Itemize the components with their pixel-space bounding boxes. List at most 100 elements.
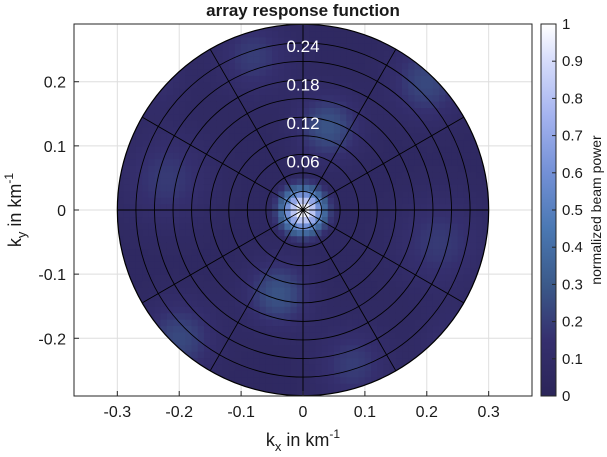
heatmap-cell: [160, 94, 168, 102]
heatmap-cell: [327, 248, 335, 256]
heatmap-cell: [426, 184, 434, 192]
heatmap-cell: [123, 184, 131, 192]
heatmap-cell: [315, 133, 323, 141]
heatmap-cell: [173, 81, 180, 89]
heatmap-cell: [346, 81, 354, 89]
heatmap-cell: [123, 197, 131, 205]
heatmap-cell: [265, 261, 273, 269]
heatmap-cell: [346, 113, 354, 121]
heatmap-cell: [203, 94, 211, 102]
heatmap-cell: [321, 30, 329, 38]
heatmap-cell: [352, 126, 360, 134]
heatmap-cell: [432, 254, 440, 262]
heatmap-cell: [166, 319, 174, 327]
colorbar-tick-label: 0: [562, 388, 570, 405]
heatmap-cell: [321, 158, 329, 166]
heatmap-cell: [321, 235, 329, 243]
heatmap-cell: [377, 325, 385, 333]
heatmap-cell: [408, 126, 416, 134]
heatmap-cell: [148, 184, 156, 192]
heatmap-cell: [166, 306, 174, 314]
heatmap-cell: [463, 158, 471, 166]
heatmap-cell: [451, 306, 459, 314]
heatmap-cell: [303, 363, 310, 371]
x-label-sup: -1: [329, 427, 340, 441]
heatmap-cell: [395, 299, 403, 307]
heatmap-cell: [247, 383, 255, 391]
heatmap-cell: [203, 248, 211, 256]
heatmap-cell: [445, 113, 453, 121]
heatmap-cell: [253, 338, 261, 346]
heatmap-cell: [426, 248, 434, 256]
heatmap-cell: [402, 88, 409, 96]
heatmap-cell: [265, 280, 273, 288]
heatmap-cell: [166, 177, 174, 185]
heatmap-cell: [179, 184, 187, 192]
heatmap-cell: [395, 331, 403, 339]
heatmap-cell: [426, 165, 434, 173]
heatmap-cell: [309, 351, 316, 359]
heatmap-cell: [340, 280, 347, 288]
heatmap-cell: [457, 235, 465, 243]
heatmap-cell: [129, 235, 137, 243]
heatmap-cell: [197, 299, 205, 307]
heatmap-cell: [309, 338, 316, 346]
heatmap-cell: [340, 56, 347, 64]
heatmap-cell: [191, 81, 199, 89]
heatmap-cell: [321, 43, 329, 51]
heatmap-cell: [222, 254, 230, 262]
heatmap-cell: [166, 94, 174, 102]
heatmap-cell: [179, 197, 187, 205]
heatmap-cell: [234, 267, 242, 275]
heatmap-cell: [353, 396, 360, 403]
heatmap-cell: [383, 49, 391, 57]
heatmap-cell: [327, 94, 335, 102]
heatmap-cell: [216, 145, 224, 153]
heatmap-cell: [340, 306, 347, 314]
heatmap-cell: [358, 338, 366, 346]
heatmap-cell: [253, 120, 261, 128]
heatmap-cell: [290, 100, 298, 108]
heatmap-cell: [358, 107, 366, 115]
heatmap-cell: [395, 62, 403, 70]
heatmap-cell: [445, 203, 453, 211]
heatmap-cell: [315, 36, 323, 44]
heatmap-cell: [272, 145, 279, 153]
heatmap-cell: [321, 293, 329, 301]
heatmap-cell: [185, 190, 193, 198]
heatmap-cell: [278, 36, 286, 44]
heatmap-cell: [352, 357, 360, 365]
heatmap-cell: [278, 396, 285, 403]
heatmap-cell: [346, 68, 354, 76]
heatmap-cell: [265, 62, 273, 70]
heatmap-cell: [327, 274, 335, 282]
heatmap-cell: [352, 363, 360, 371]
heatmap-cell: [463, 274, 471, 282]
heatmap-cell: [364, 293, 372, 301]
heatmap-cell: [234, 299, 242, 307]
heatmap-cell: [364, 254, 372, 262]
heatmap-cell: [284, 30, 292, 38]
heatmap-cell: [228, 293, 236, 301]
heatmap-cell: [340, 274, 347, 282]
heatmap-cell: [470, 210, 477, 218]
heatmap-cell: [228, 190, 236, 198]
heatmap-cell: [371, 120, 378, 128]
heatmap-cell: [321, 267, 329, 275]
heatmap-cell: [303, 120, 310, 128]
heatmap-cell: [185, 152, 193, 160]
heatmap-cell: [222, 113, 230, 121]
heatmap-cell: [148, 165, 156, 173]
heatmap-cell: [142, 280, 149, 288]
heatmap-cell: [445, 100, 453, 108]
heatmap-cell: [135, 235, 143, 243]
heatmap-cell: [383, 165, 391, 173]
heatmap-cell: [476, 210, 484, 218]
heatmap-cell: [253, 190, 261, 198]
polar-spoke: [302, 209, 465, 304]
heatmap-cell: [197, 280, 205, 288]
heatmap-cell: [346, 312, 354, 320]
heatmap-cell: [395, 351, 403, 359]
heatmap-cell: [426, 107, 434, 115]
heatmap-cell: [395, 126, 403, 134]
